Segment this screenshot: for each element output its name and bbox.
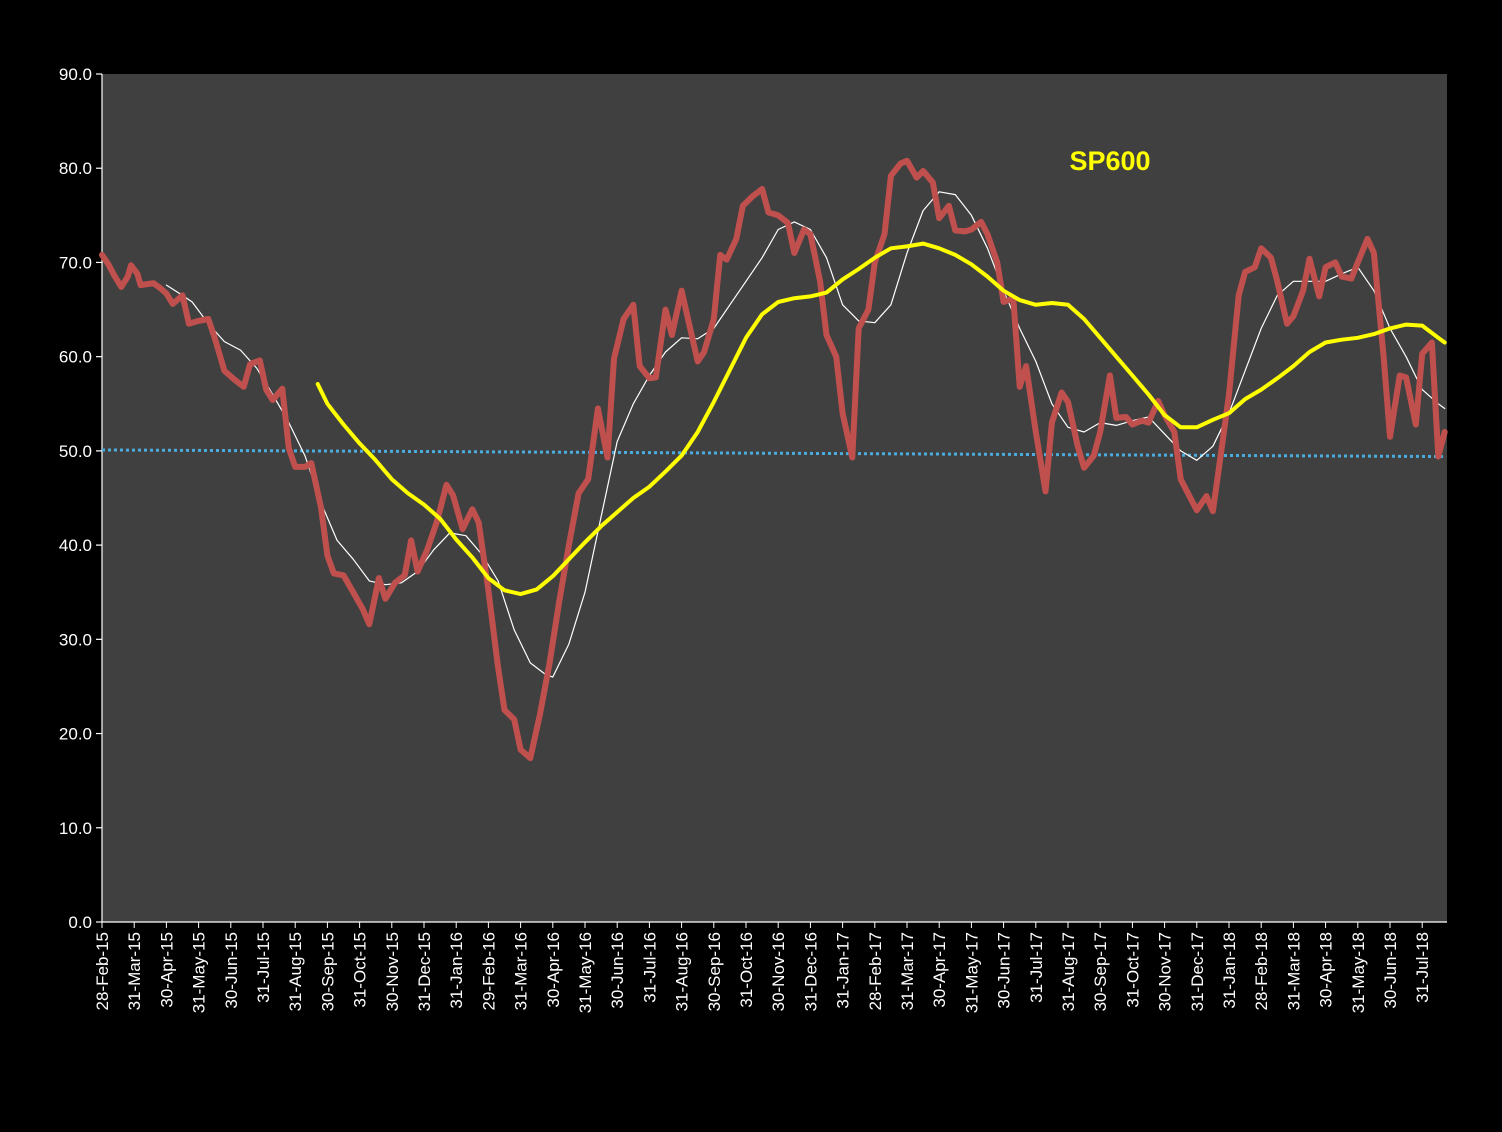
- x-tick-label: 30-Sep-16: [705, 932, 724, 1011]
- chart-title: SP600: [1069, 146, 1150, 176]
- x-tick-label: 30-Apr-17: [930, 932, 949, 1008]
- x-axis: 28-Feb-15 31-Mar-15 30-Apr-15 31-May-15 30-J…: [93, 921, 1447, 1013]
- x-tick-label: 30-Nov-15: [383, 932, 402, 1011]
- x-tick-label: 30-Apr-18: [1317, 932, 1336, 1008]
- x-tick-label: 31-Aug-16: [673, 932, 692, 1011]
- series-line-yellow: [315, 241, 1447, 597]
- x-tick-label: 31-May-18: [1349, 932, 1368, 1013]
- x-tick-label: 31-Jan-17: [834, 932, 853, 1009]
- series-line-red: [99, 157, 1448, 762]
- plot-area: [102, 74, 1447, 922]
- x-tick-label: 31-Oct-16: [737, 932, 756, 1008]
- y-tick-label: 90.0: [59, 65, 92, 84]
- x-tick-label: 31-Jul-15: [254, 932, 273, 1003]
- x-tick-label: 31-Mar-17: [898, 932, 917, 1010]
- x-tick-label: 30-Sep-17: [1091, 932, 1110, 1011]
- y-tick-label: 10.0: [59, 819, 92, 838]
- x-tick-label: 30-Apr-15: [157, 932, 176, 1008]
- x-tick-label: 31-Aug-17: [1059, 932, 1078, 1011]
- x-tick-label: 31-May-15: [190, 932, 209, 1013]
- x-tick-label: 31-Mar-18: [1284, 932, 1303, 1010]
- x-tick-label: 31-Jul-16: [640, 932, 659, 1003]
- x-tick-label: 29-Feb-16: [479, 932, 498, 1010]
- x-tick-label: 30-Nov-16: [769, 932, 788, 1011]
- series-layer: [99, 157, 1448, 762]
- x-tick-label: 31-Jan-16: [447, 932, 466, 1009]
- x-tick-label: 30-Jun-16: [608, 932, 627, 1009]
- x-tick-label: 31-Jul-17: [1027, 932, 1046, 1003]
- x-tick-label: 31-May-17: [962, 932, 981, 1013]
- x-tick-label: 30-Nov-17: [1156, 932, 1175, 1011]
- x-tick-label: 28-Feb-18: [1252, 932, 1271, 1010]
- y-tick-label: 60.0: [59, 348, 92, 367]
- x-tick-label: 28-Feb-17: [866, 932, 885, 1010]
- x-tick-label: 31-Mar-15: [125, 932, 144, 1010]
- y-tick-label: 70.0: [59, 253, 92, 272]
- x-tick-label: 31-Dec-15: [415, 932, 434, 1011]
- x-tick-label: 31-Oct-17: [1123, 932, 1142, 1008]
- x-tick-label: 31-Dec-16: [801, 932, 820, 1011]
- y-tick-label: 40.0: [59, 536, 92, 555]
- x-tick-label: 31-Oct-15: [351, 932, 370, 1008]
- x-tick-label: 30-Jun-18: [1381, 932, 1400, 1009]
- y-tick-label: 30.0: [59, 630, 92, 649]
- y-axis: 0.0 10.0 20.0 30.0 40.0 50.0 60.0 70.0 80.0 90.0: [59, 65, 103, 932]
- x-tick-label: 31-Aug-15: [286, 932, 305, 1011]
- x-tick-label: 30-Jun-17: [995, 932, 1014, 1009]
- x-tick-label: 31-May-16: [576, 932, 595, 1013]
- y-tick-label: 0.0: [68, 913, 92, 932]
- y-tick-label: 50.0: [59, 442, 92, 461]
- x-tick-label: 30-Apr-16: [544, 932, 563, 1008]
- x-tick-label: 31-Mar-16: [512, 932, 531, 1010]
- x-tick-label: 31-Dec-17: [1188, 932, 1207, 1011]
- x-tick-label: 30-Sep-15: [318, 932, 337, 1011]
- x-tick-label: 31-Jul-18: [1413, 932, 1432, 1003]
- y-tick-label: 20.0: [59, 725, 92, 744]
- x-tick-label: 28-Feb-15: [93, 932, 112, 1010]
- x-tick-label: 30-Jun-15: [222, 932, 241, 1009]
- x-tick-label: 31-Jan-18: [1220, 932, 1239, 1009]
- y-tick-label: 80.0: [59, 159, 92, 178]
